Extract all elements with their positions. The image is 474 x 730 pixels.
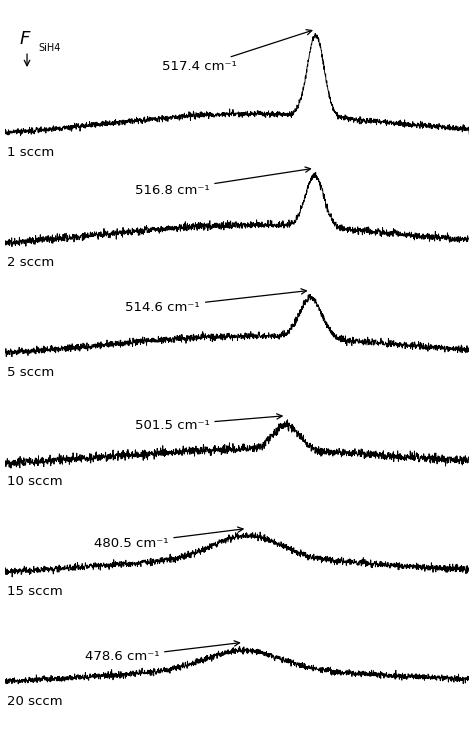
Text: 514.6 cm⁻¹: 514.6 cm⁻¹ (125, 289, 306, 314)
Text: 15 sccm: 15 sccm (7, 585, 63, 598)
Text: 10 sccm: 10 sccm (7, 475, 62, 488)
Text: SiH4: SiH4 (38, 43, 61, 53)
Text: 5 sccm: 5 sccm (7, 366, 54, 379)
Text: 20 sccm: 20 sccm (7, 694, 62, 707)
Text: F: F (19, 30, 30, 48)
Text: 1 sccm: 1 sccm (7, 146, 54, 159)
Text: 2 sccm: 2 sccm (7, 255, 54, 269)
Text: 478.6 cm⁻¹: 478.6 cm⁻¹ (84, 641, 239, 664)
Text: 501.5 cm⁻¹: 501.5 cm⁻¹ (135, 414, 282, 431)
Text: 516.8 cm⁻¹: 516.8 cm⁻¹ (135, 167, 310, 196)
Text: 517.4 cm⁻¹: 517.4 cm⁻¹ (163, 30, 312, 73)
Text: 480.5 cm⁻¹: 480.5 cm⁻¹ (94, 527, 243, 550)
